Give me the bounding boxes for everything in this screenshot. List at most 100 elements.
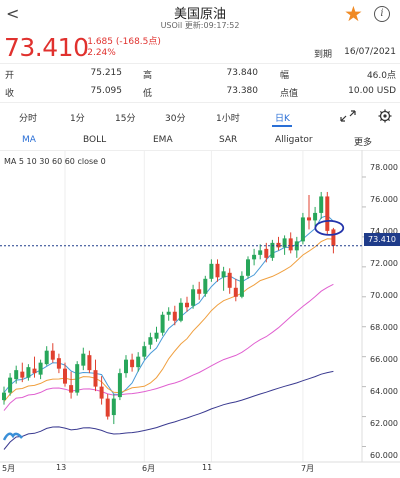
chart-grid — [0, 150, 400, 463]
stat-close-value: 75.095 — [90, 86, 123, 96]
x-axis-label: 5月 — [2, 464, 16, 473]
y-axis-label: 72.000 — [370, 259, 398, 268]
candle-body — [276, 242, 281, 248]
candle-body — [209, 263, 214, 279]
expiry-value: 16/07/2021 — [344, 47, 396, 57]
annotation-circle — [314, 219, 345, 236]
y-axis-label: 76.000 — [370, 195, 398, 204]
candle-body — [166, 311, 171, 315]
candle-body — [20, 371, 25, 378]
candle-body — [8, 377, 13, 393]
indicator-ema[interactable]: EMA — [153, 135, 173, 145]
candle-body — [14, 370, 19, 380]
current-price: 73.410 — [4, 33, 89, 62]
ma60-line — [3, 370, 334, 450]
candle-body — [130, 359, 135, 368]
candle-body — [105, 398, 110, 417]
candle-body — [87, 355, 92, 371]
ma10-line — [3, 238, 334, 402]
x-axis-label: 13 — [56, 463, 67, 472]
indicator-more[interactable]: 更多 — [354, 138, 373, 148]
stat-range-label: 幅 — [280, 71, 290, 81]
candle-body — [124, 359, 128, 374]
stat-low-value: 73.380 — [226, 86, 259, 96]
info-icon[interactable]: i — [374, 6, 390, 22]
candles — [2, 191, 336, 425]
last-price-tag: 73.410 — [364, 233, 400, 246]
instrument-subtitle: USOil 更新:09:17:52 — [160, 21, 240, 30]
candle-body — [178, 302, 183, 321]
stat-pointvalue-value: 10.00 USD — [348, 86, 396, 96]
stat-range-value: 46.0点 — [366, 71, 396, 81]
candle-body — [99, 386, 104, 399]
candle-body — [282, 238, 287, 248]
settings-gear-icon[interactable] — [378, 109, 392, 123]
candle-body — [252, 254, 257, 260]
candle-body — [142, 346, 147, 357]
candle-body — [270, 242, 275, 258]
moving-average-lines — [3, 215, 334, 450]
candle-body — [264, 248, 269, 258]
candle-body — [191, 289, 196, 306]
candle-body — [136, 356, 141, 368]
candle-body — [313, 212, 318, 221]
candle-body — [233, 287, 238, 297]
candle-body — [32, 368, 37, 374]
candle-body — [50, 350, 55, 360]
stat-high-label: 高 — [143, 71, 153, 81]
candle-body — [197, 289, 202, 294]
price-change: -1.685 (-168.5点) -2.24% — [84, 37, 161, 59]
tab-active-indicator — [272, 125, 292, 127]
tab-timeshare[interactable]: 分时 — [19, 114, 38, 124]
candle-body — [111, 398, 116, 416]
change-value: -1.685 (-168.5点) — [84, 37, 161, 47]
x-axis-label: 7月 — [301, 464, 315, 473]
stat-high-value: 73.840 — [226, 68, 259, 78]
candlestick-chart[interactable] — [0, 150, 400, 478]
candle-body — [215, 263, 220, 278]
y-axis-label: 66.000 — [370, 355, 398, 364]
y-axis-label: 68.000 — [370, 323, 398, 332]
candle-body — [63, 368, 67, 384]
favorite-star-icon[interactable]: ★ — [344, 2, 363, 26]
candle-body — [56, 358, 61, 369]
stat-open-label: 开 — [5, 71, 15, 81]
candle-body — [38, 362, 43, 375]
y-axis-label: 70.000 — [370, 291, 398, 300]
indicator-sar[interactable]: SAR — [219, 135, 238, 145]
tab-15min[interactable]: 15分 — [115, 114, 136, 124]
stat-low-label: 低 — [143, 89, 153, 99]
candle-body — [246, 259, 250, 276]
candle-body — [288, 238, 293, 251]
candle-body — [221, 271, 226, 278]
y-axis-label: 74.000 — [370, 227, 398, 236]
candle-body — [81, 353, 86, 366]
back-icon[interactable]: < — [6, 4, 20, 23]
chart-expand-icon[interactable] — [340, 110, 356, 122]
candle-body — [203, 278, 208, 294]
candle-body — [160, 314, 165, 333]
ma-legend: MA 5 10 30 60 60 close 0 — [4, 157, 106, 166]
candle-body — [154, 332, 159, 339]
candle-body — [307, 217, 311, 221]
y-axis-label: 78.000 — [370, 163, 398, 172]
candle-body — [44, 350, 49, 365]
candle-body — [172, 311, 177, 321]
candle-body — [227, 272, 232, 288]
indicator-ma[interactable]: MA — [22, 135, 36, 145]
tab-1hour[interactable]: 1小时 — [216, 114, 240, 124]
tab-daily[interactable]: 日K — [275, 114, 290, 124]
indicator-boll[interactable]: BOLL — [83, 135, 107, 145]
tab-30min[interactable]: 30分 — [165, 114, 186, 124]
y-axis-label: 64.000 — [370, 387, 398, 396]
x-axis-label: 11 — [202, 463, 213, 472]
candle-body — [75, 364, 80, 393]
candle-body — [69, 385, 74, 393]
divider — [0, 150, 400, 151]
candle-body — [258, 250, 263, 255]
candle-body — [117, 373, 122, 398]
instrument-title: 美国原油 — [173, 7, 226, 22]
tab-1min[interactable]: 1分 — [70, 114, 85, 124]
indicator-alligator[interactable]: Alligator — [275, 135, 313, 145]
candle-body — [185, 302, 189, 308]
